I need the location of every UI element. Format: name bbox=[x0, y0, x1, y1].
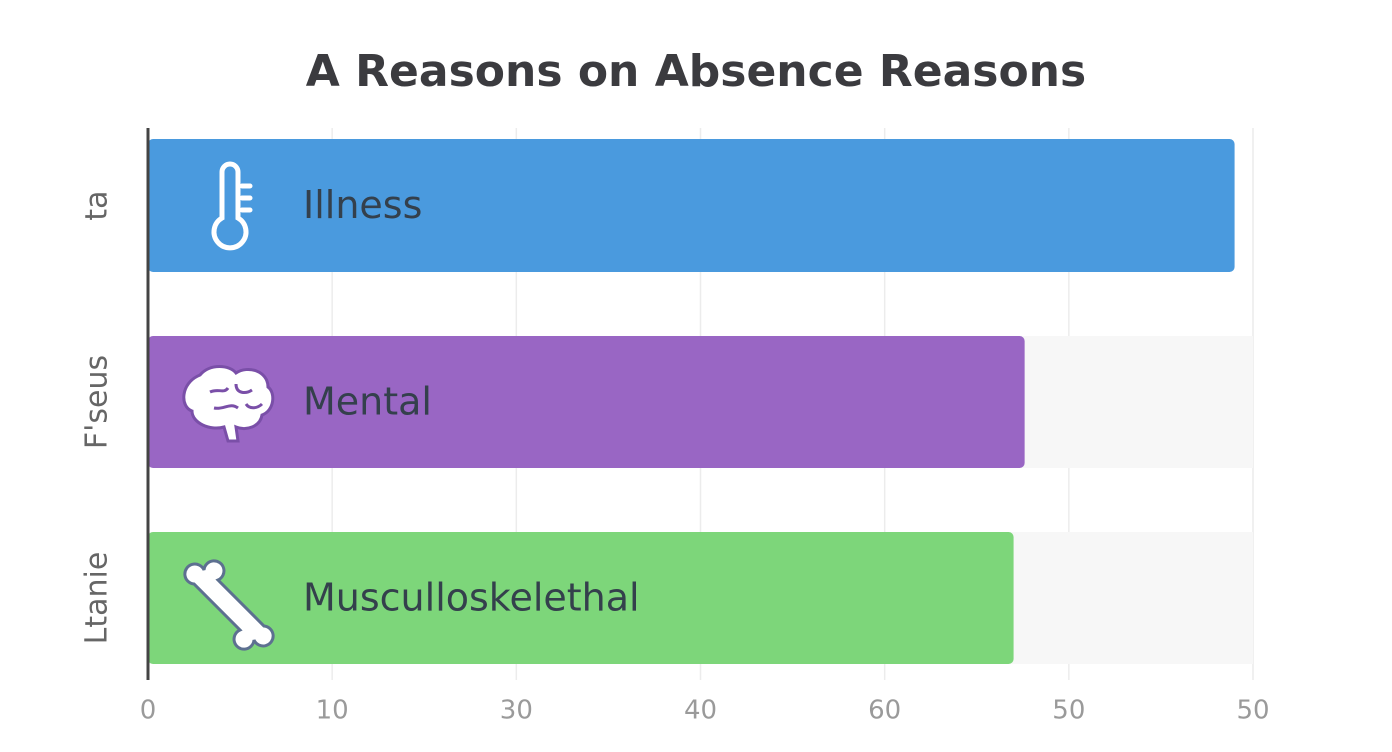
x-tick-label: 60 bbox=[868, 696, 901, 726]
chart-title: A Reasons on Absence Reasons bbox=[306, 46, 1086, 97]
x-tick-label: 10 bbox=[316, 696, 349, 726]
bar-label: Musculloskelethal bbox=[303, 576, 640, 620]
x-tick-label: 30 bbox=[500, 696, 533, 726]
icon-brain bbox=[182, 365, 275, 443]
x-tick-label: 0 bbox=[140, 696, 157, 726]
y-label: Ltanie bbox=[80, 552, 115, 645]
x-tick-label: 40 bbox=[684, 696, 717, 726]
icon-part bbox=[182, 365, 275, 443]
icon-bone bbox=[183, 559, 275, 651]
x-tick-label: 50 bbox=[1052, 696, 1085, 726]
icon-part bbox=[183, 559, 275, 651]
icon-part bbox=[209, 383, 264, 410]
bar bbox=[148, 532, 1014, 664]
y-label: F'seus bbox=[80, 355, 115, 449]
x-tick-label: 50 bbox=[1236, 696, 1269, 726]
bar-label: Illness bbox=[303, 183, 422, 227]
icon-part bbox=[211, 161, 249, 251]
bar bbox=[148, 139, 1235, 272]
bar bbox=[148, 336, 1025, 468]
icon-part bbox=[239, 183, 253, 213]
icon-thermometer bbox=[211, 161, 253, 251]
bar-label: Mental bbox=[303, 380, 432, 424]
y-label: ta bbox=[80, 190, 115, 220]
